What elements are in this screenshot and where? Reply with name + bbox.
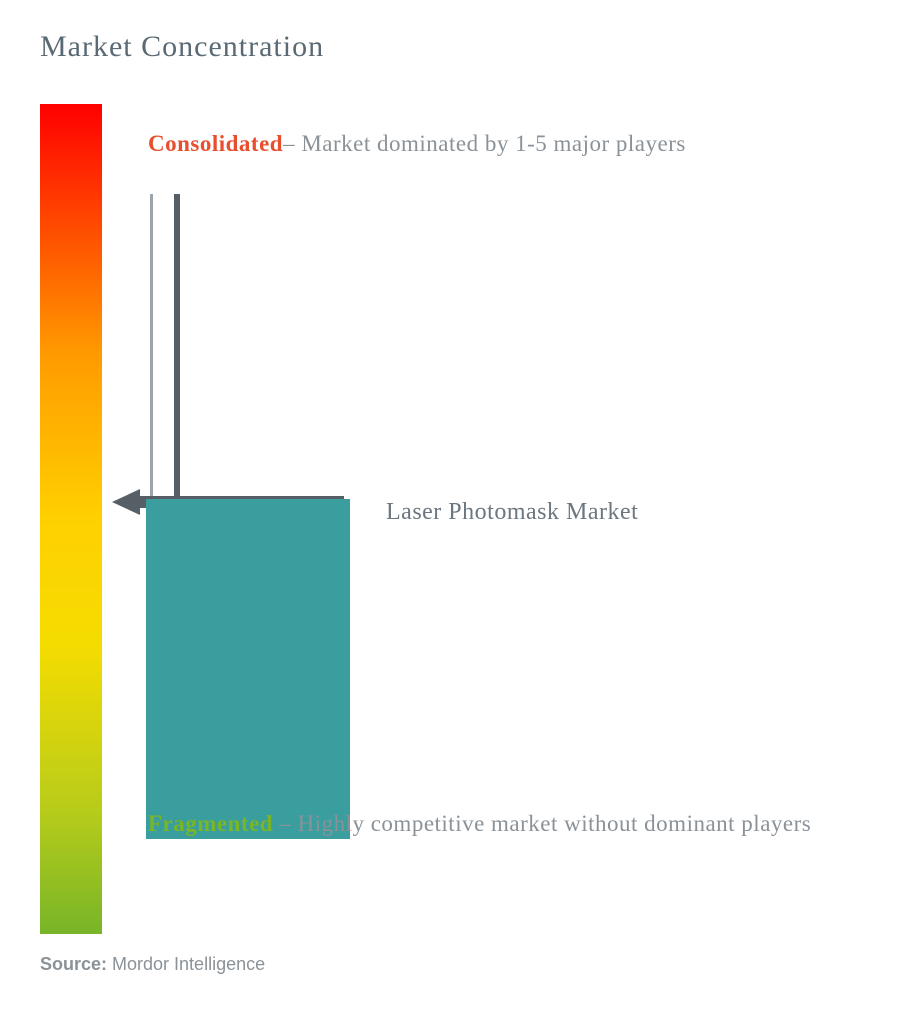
fragmented-desc: – Highly competitive market without domi…	[273, 811, 811, 836]
gradient-svg	[40, 104, 102, 934]
chart-container: Consolidated– Market dominated by 1-5 ma…	[40, 104, 876, 934]
market-position-bar	[146, 499, 350, 839]
fragmented-label: Fragmented – Highly competitive market w…	[148, 799, 876, 850]
market-name-label: Laser Photomask Market	[386, 499, 638, 526]
concentration-gradient-bar	[40, 104, 102, 934]
content-column: Consolidated– Market dominated by 1-5 ma…	[120, 104, 876, 934]
guide-line-thin	[150, 194, 153, 500]
consolidated-desc: – Market dominated by 1-5 major players	[283, 131, 686, 156]
chart-title: Market Concentration	[40, 30, 876, 64]
source-name: Mordor Intelligence	[107, 954, 265, 974]
source-attribution: Source: Mordor Intelligence	[40, 954, 265, 975]
fragmented-keyword: Fragmented	[148, 811, 273, 836]
arrow-head-icon	[112, 489, 140, 515]
source-prefix: Source:	[40, 954, 107, 974]
consolidated-keyword: Consolidated	[148, 131, 283, 156]
consolidated-label: Consolidated– Market dominated by 1-5 ma…	[148, 119, 876, 170]
guide-line-thick	[174, 194, 180, 502]
